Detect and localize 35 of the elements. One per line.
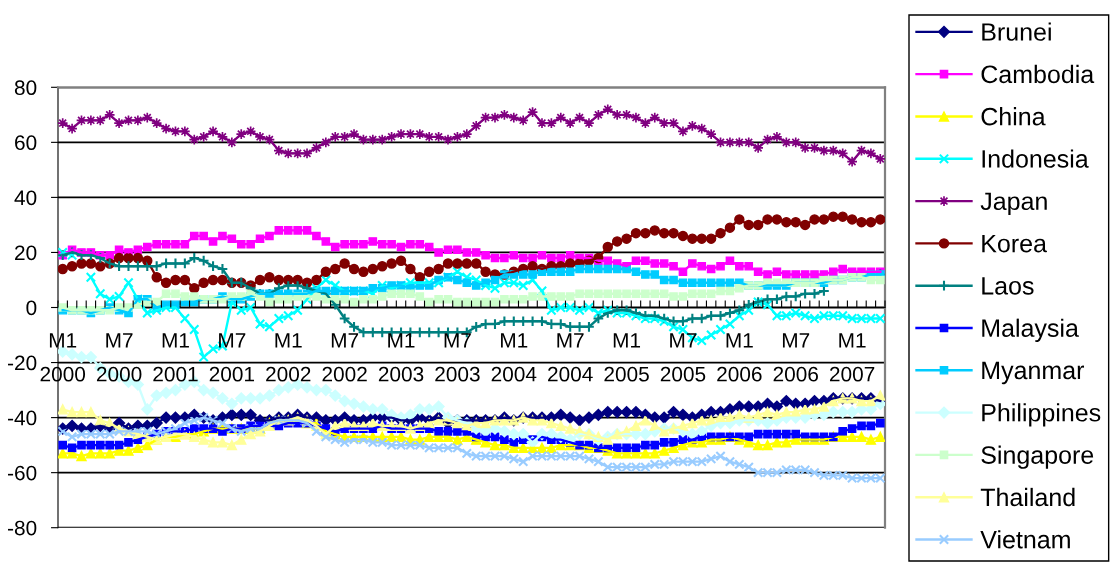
y-tick-label: 20 [15,245,37,261]
legend-label: Malaysia [982,318,1079,342]
legend-label: Vietnam [980,530,1070,549]
y-tick-label: -40 [7,410,37,426]
x-tick-label: M1 2005 [604,333,649,382]
legend-label: Philippines [982,403,1101,427]
y-tick-label: 80 [14,80,37,96]
legend-label: Singapore [981,445,1094,469]
y-tick-label: -80 [7,520,37,536]
legend-label: Thailand [980,487,1075,507]
y-tick-label: 0 [26,300,37,316]
legend-label: Cambodia [981,64,1095,84]
x-tick-label: M7 2006 [773,333,818,382]
legend-label: China [981,107,1046,126]
x-tick-label: M1 2002 [266,333,311,382]
x-tick-label: M7 2000 [96,333,142,382]
x-tick-label: M7 2002 [322,333,367,382]
x-tick-label: M7 2003 [435,333,480,382]
x-tick-label: M1 2006 [717,333,762,382]
legend-label: Indonesia [982,149,1089,168]
legend-label: Korea [982,234,1047,253]
y-tick-label: 60 [15,135,37,151]
x-tick-label: M1 2004 [491,333,537,382]
x-tick-label: M1 2003 [378,333,424,382]
y-tick-label: -20 [7,355,37,371]
legend-label: Brunei [982,22,1051,41]
x-tick-label: M7 2005 [660,333,706,382]
legend-label: Myanmar [982,361,1085,385]
legend-label: Japan [980,192,1047,216]
legend-label: Laos [982,277,1034,295]
x-tick-label: M7 2004 [548,333,593,382]
x-tick-label: M1 2007 [829,333,875,382]
x-tick-label: M1 2001 [153,333,198,382]
y-tick-label: 40 [14,190,37,206]
y-tick-label: -60 [7,465,37,481]
